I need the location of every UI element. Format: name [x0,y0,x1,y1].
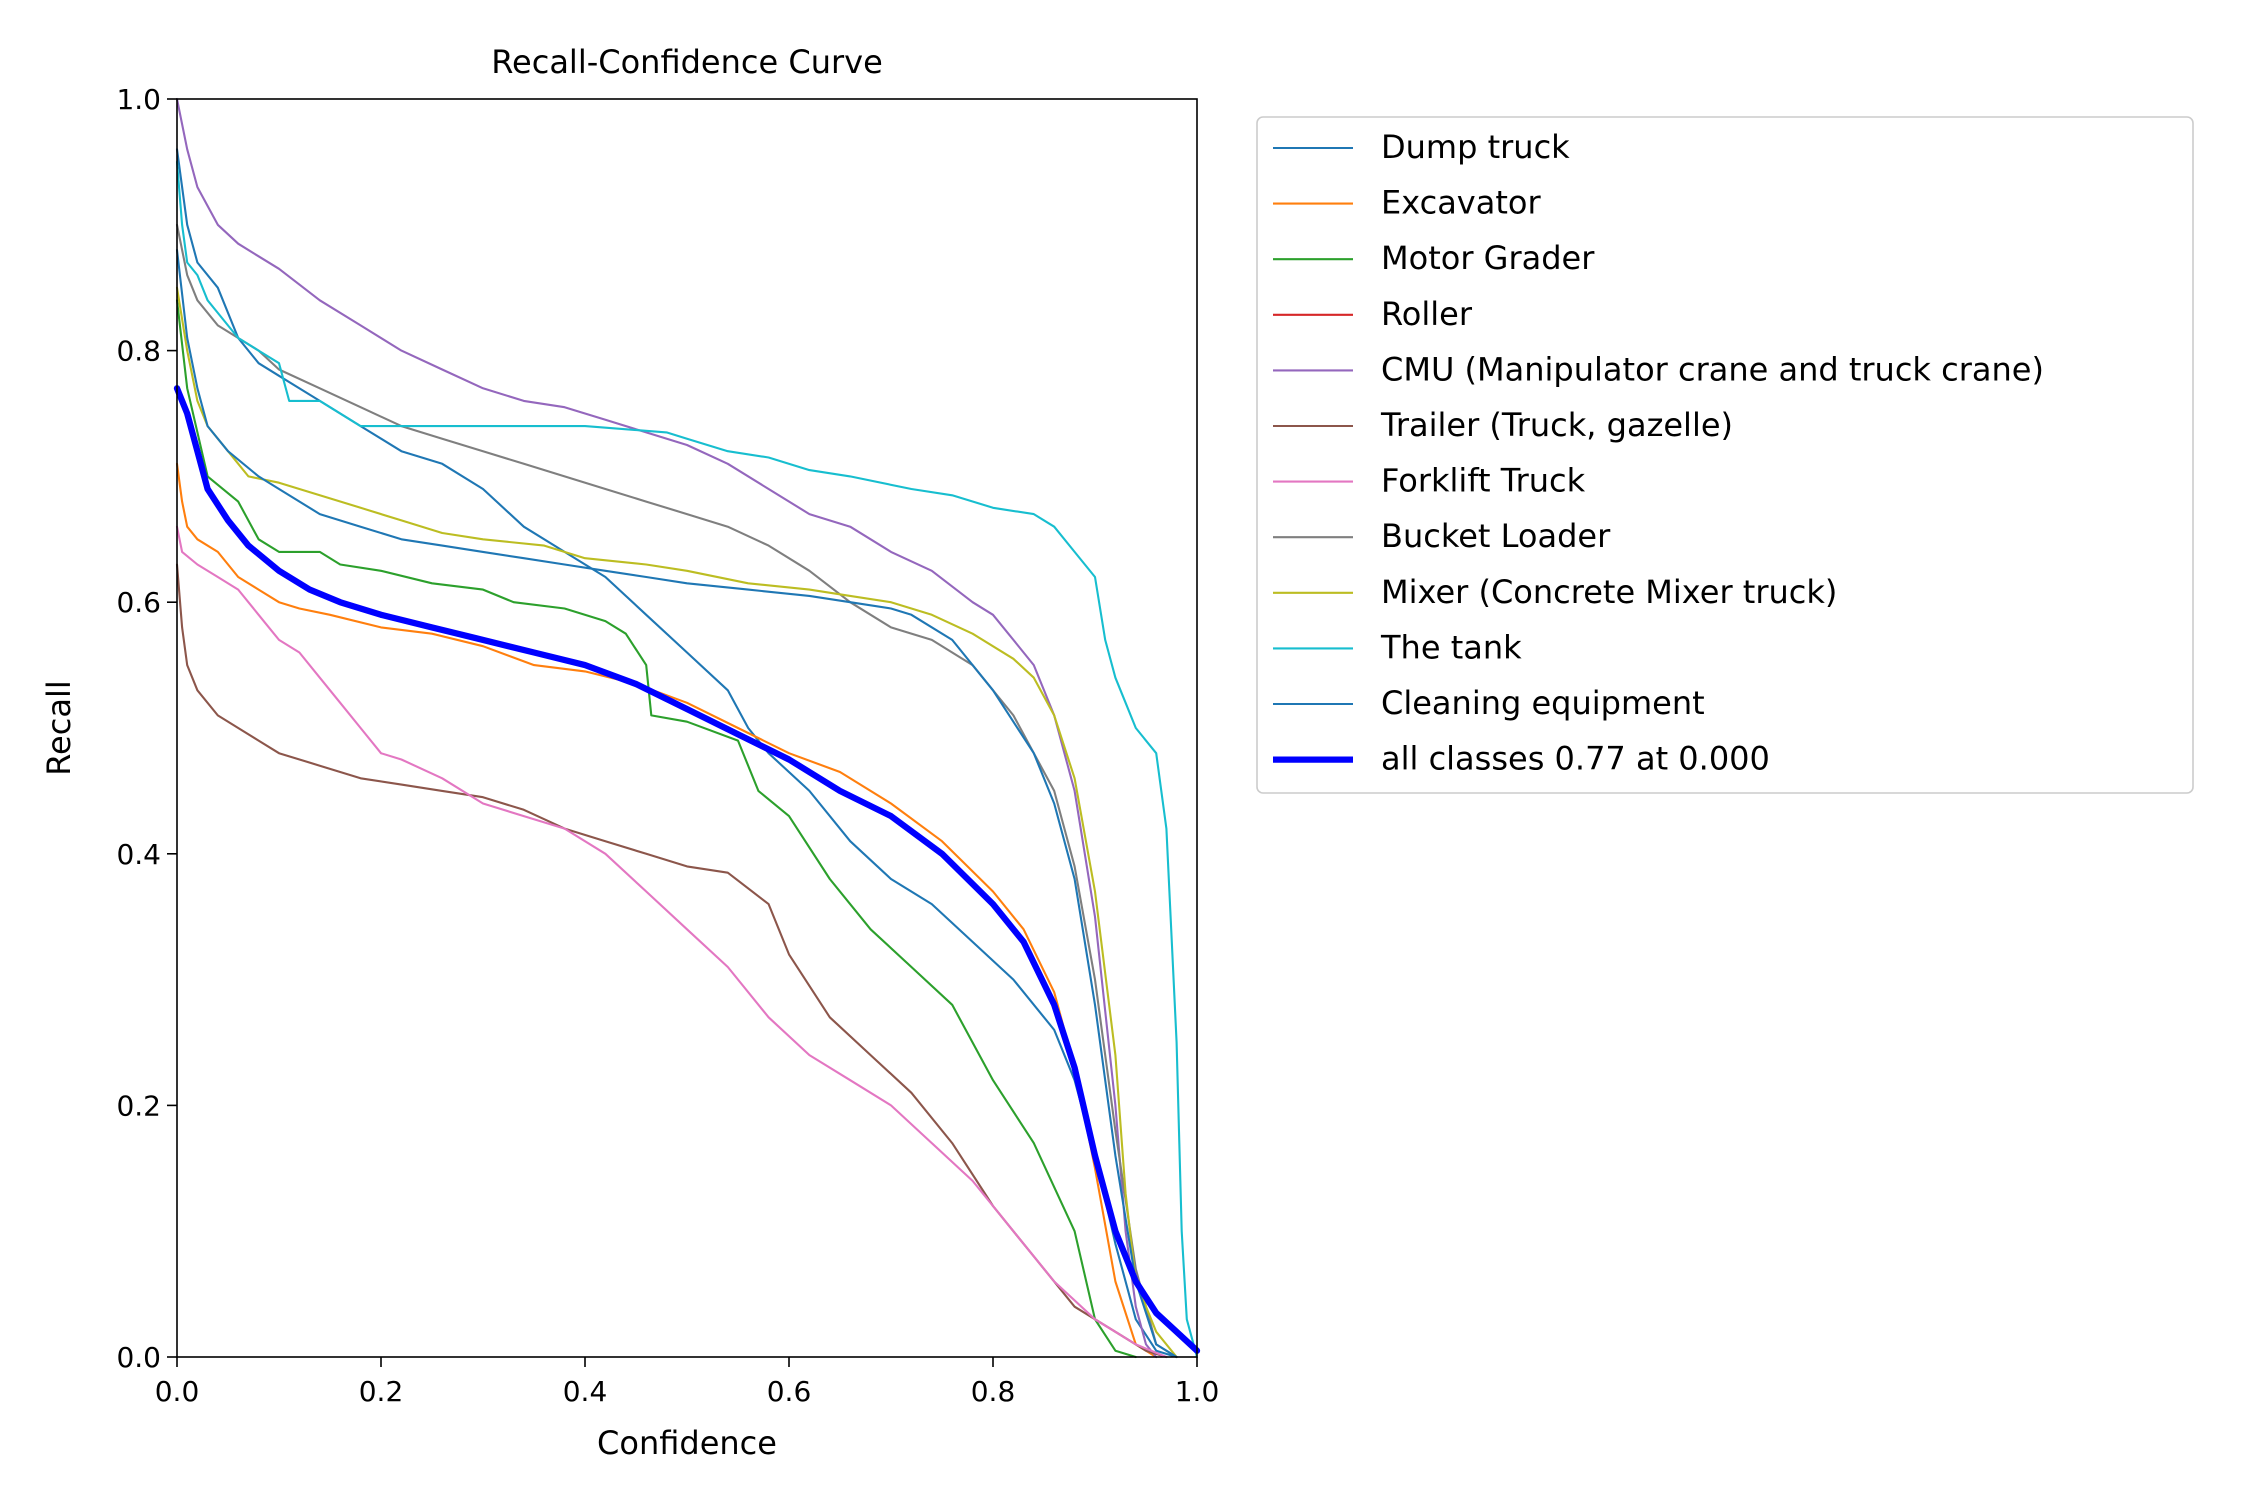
series-line-0 [175,148,1178,1359]
series-layer [173,97,1201,1359]
x-axis-label: Confidence [597,1424,777,1462]
y-axis: 0.0 0.2 0.4 0.6 0.8 1.0 [116,83,177,1374]
legend-label-5: Trailer (Truck, gazelle) [1380,406,1733,444]
legend-entries: Dump truck Excavator Motor Grader Roller CMU… [1273,128,2044,778]
x-tick-label: 0.6 [767,1375,812,1408]
series-line-11 [173,385,1201,1354]
legend-label-2: Motor Grader [1381,239,1595,277]
series-line-2 [175,299,1137,1359]
legend-frame [1256,116,2194,794]
x-axis: 0.0 0.2 0.4 0.6 0.8 1.0 [155,1357,1220,1408]
x-tick-label: 0.0 [155,1375,200,1408]
y-tick-label: 1.0 [116,83,161,116]
x-tick-label: 0.8 [971,1375,1016,1408]
series-line-8 [175,286,1178,1359]
chart-title: Recall-Confidence Curve [491,43,883,81]
plot-frame [176,98,1198,1358]
y-tick-label: 0.4 [116,838,161,871]
series-line-4 [175,97,1158,1359]
legend-label-6: Forklift Truck [1381,462,1586,500]
legend-label-9: The tank [1380,628,1522,666]
y-tick-label: 0.0 [116,1341,161,1374]
plot-area [173,97,1201,1359]
legend-label-0: Dump truck [1381,128,1570,166]
legend-label-3: Roller [1381,295,1473,333]
series-line-9 [175,160,1199,1359]
legend-label-1: Excavator [1381,184,1541,222]
legend: Dump truck Excavator Motor Grader Roller CMU… [1256,116,2194,794]
series-line-10 [175,248,1178,1359]
x-tick-label: 1.0 [1175,1375,1220,1408]
y-tick-label: 0.8 [116,335,161,368]
legend-label-7: Bucket Loader [1381,517,1611,555]
x-tick-label: 0.2 [359,1375,404,1408]
x-tick-label: 0.4 [563,1375,608,1408]
plot-background [177,99,1197,1357]
legend-label-8: Mixer (Concrete Mixer truck) [1381,573,1837,611]
y-tick-label: 0.2 [116,1089,161,1122]
series-line-6 [175,525,1168,1359]
legend-label-11: all classes 0.77 at 0.000 [1381,740,1770,778]
legend-label-10: Cleaning equipment [1381,684,1705,722]
legend-label-4: CMU (Manipulator crane and truck crane) [1381,350,2044,388]
y-axis-label: Recall [40,680,78,775]
y-tick-label: 0.6 [116,586,161,619]
